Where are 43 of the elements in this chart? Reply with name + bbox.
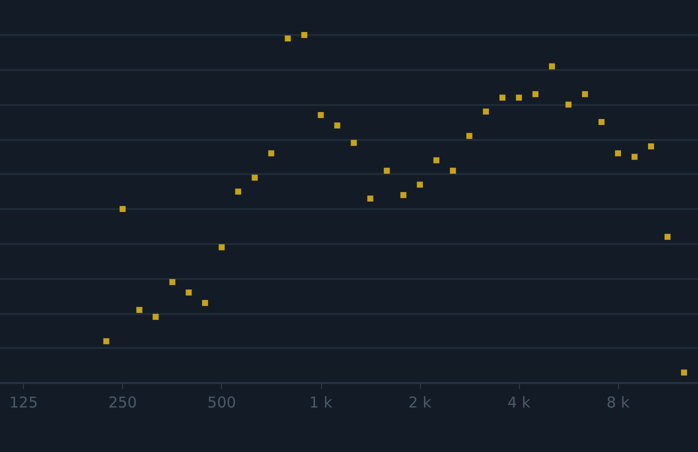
point	[136, 306, 142, 313]
point	[664, 234, 671, 240]
point	[384, 168, 390, 174]
point	[681, 370, 688, 376]
point	[516, 94, 522, 101]
point	[152, 314, 159, 320]
point	[284, 35, 291, 42]
point	[482, 108, 489, 115]
point	[350, 140, 357, 146]
x-tick-label: 250	[108, 394, 137, 412]
point	[400, 192, 406, 198]
point	[648, 143, 654, 150]
point	[186, 290, 192, 296]
point	[235, 188, 242, 195]
point	[252, 174, 258, 181]
point	[615, 150, 622, 156]
point	[450, 168, 456, 174]
point	[367, 196, 374, 202]
point	[548, 63, 555, 70]
point	[120, 206, 126, 212]
point	[433, 157, 440, 164]
point	[334, 122, 340, 128]
point	[318, 112, 324, 118]
point	[218, 244, 225, 250]
point	[532, 91, 538, 98]
point	[268, 150, 274, 156]
x-tick-label: 1 k	[309, 394, 333, 412]
x-tick-label: 4 k	[507, 394, 531, 412]
point	[565, 102, 572, 108]
point	[169, 279, 176, 286]
point	[202, 300, 208, 306]
x-tick-label: 2 k	[408, 394, 432, 412]
point	[499, 94, 506, 101]
x-tick-label: 8 k	[606, 394, 630, 412]
x-tick-label: 500	[207, 394, 236, 412]
x-tick-label: 125	[9, 394, 38, 412]
point	[582, 91, 588, 98]
point	[416, 182, 423, 188]
point	[632, 154, 638, 160]
point	[103, 338, 110, 344]
point	[598, 119, 604, 125]
point	[301, 32, 308, 38]
point	[466, 132, 472, 139]
